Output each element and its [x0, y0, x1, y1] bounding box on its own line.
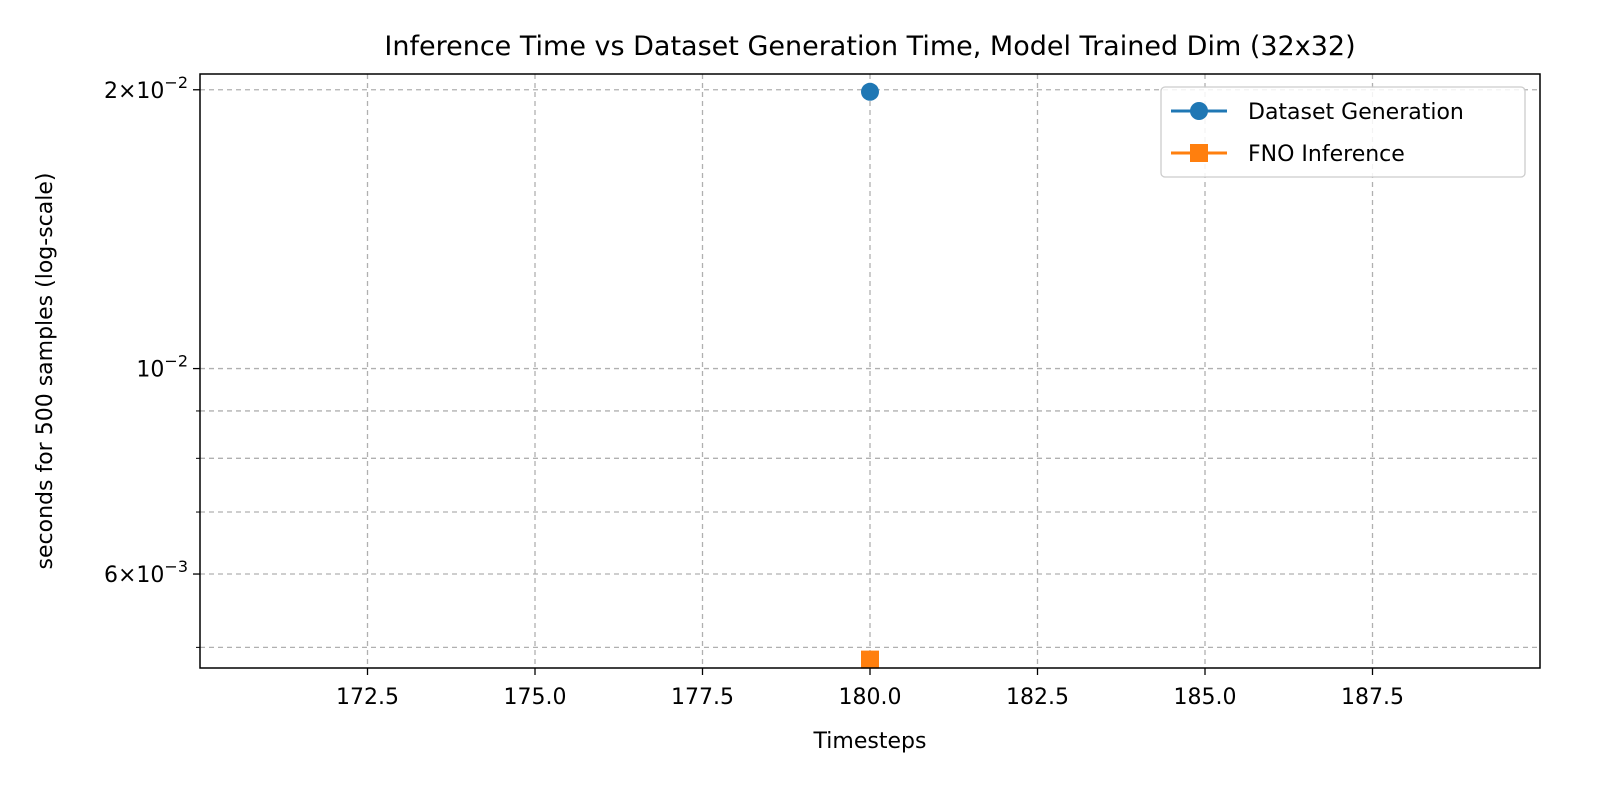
- x-tick-label: 177.5: [671, 685, 734, 710]
- y-tick-label: 2×10−2: [104, 73, 188, 104]
- x-tick-label: 187.5: [1341, 685, 1404, 710]
- x-tick-label: 185.0: [1174, 685, 1237, 710]
- y-axis: 2×10−210−26×10−3: [104, 73, 200, 648]
- y-tick-label-exponent: −2: [164, 73, 188, 92]
- legend-item: Dataset Generation: [1171, 100, 1464, 125]
- legend-item: FNO Inference: [1171, 142, 1405, 167]
- legend-label: Dataset Generation: [1248, 100, 1464, 125]
- series-fno-inference: [861, 650, 879, 669]
- legend-marker: [1190, 144, 1208, 162]
- legend-box: [1160, 86, 1526, 178]
- series-layer: [861, 82, 879, 669]
- series-dataset-generation: [861, 82, 879, 101]
- y-tick-label-exponent: −2: [164, 352, 188, 371]
- y-tick-label: 10−2: [136, 352, 188, 383]
- y-axis-label: seconds for 500 samples (log-scale): [33, 173, 58, 570]
- y-tick-label: 6×10−3: [104, 557, 188, 588]
- legend-marker: [1190, 102, 1208, 120]
- y-tick-label-base: 2×10: [104, 79, 164, 104]
- x-tick-label: 175.0: [504, 685, 567, 710]
- y-tick-label-base: 6×10: [104, 563, 164, 588]
- y-tick-label-base: 10: [136, 358, 164, 383]
- x-tick-label: 182.5: [1006, 685, 1069, 710]
- legend-label: FNO Inference: [1248, 142, 1405, 167]
- x-axis: 172.5 175.0 177.5 180.0 182.5 185.0 187.5: [336, 668, 1404, 710]
- data-point: [861, 82, 879, 101]
- chart-title: Inference Time vs Dataset Generation Tim…: [384, 31, 1355, 62]
- data-point: [861, 650, 879, 669]
- x-tick-label: 172.5: [336, 685, 399, 710]
- x-axis-label: Timesteps: [813, 729, 927, 754]
- y-tick-label-exponent: −3: [164, 557, 188, 576]
- x-tick-label: 180.0: [839, 685, 902, 710]
- legend: Dataset Generation FNO Inference: [1160, 86, 1526, 178]
